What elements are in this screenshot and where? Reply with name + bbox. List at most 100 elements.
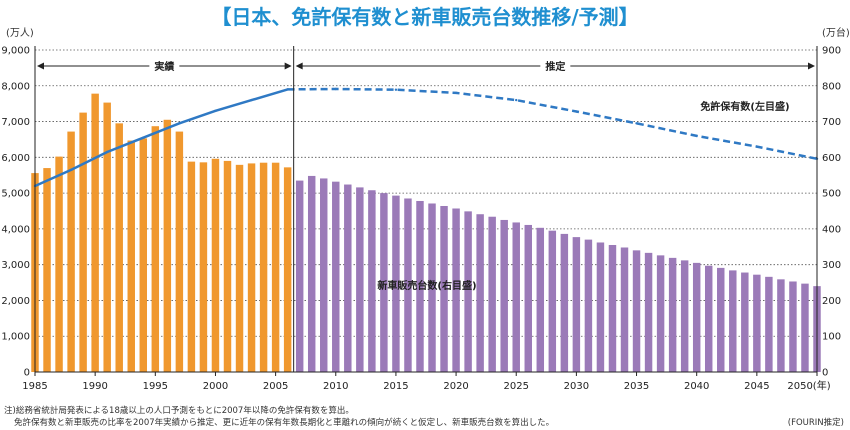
licenses-point xyxy=(286,88,289,91)
forecast-sales-bar xyxy=(404,198,412,372)
actual-sales-bar xyxy=(139,138,148,372)
note-line-1: 注)総務省統計局発表による18歳以上の人口予測をもとに2007年以降の免許保有数… xyxy=(4,405,354,416)
right-y-tick-label: 600 xyxy=(822,153,841,164)
left-y-tick-label: 6,000 xyxy=(1,153,30,164)
left-y-tick-label: 1,000 xyxy=(1,332,30,343)
left-y-tick-label: 5,000 xyxy=(1,189,30,200)
actual-sales-bar xyxy=(79,112,87,372)
forecast-sales-bar xyxy=(500,219,508,372)
actual-sales-bar xyxy=(211,158,220,372)
forecast-sales-bar xyxy=(380,193,388,372)
forecast-sales-bar xyxy=(765,276,773,372)
actual-sales-bar xyxy=(127,140,135,372)
forecast-sales-bar xyxy=(704,265,713,372)
forecast-sales-bar xyxy=(644,252,653,372)
forecast-sales-bar xyxy=(344,184,352,372)
actual-sales-bar xyxy=(187,161,196,372)
licenses-point xyxy=(454,91,458,95)
line-series xyxy=(33,87,819,188)
forecast-sales-bar xyxy=(717,267,725,372)
forecast-sales-bar xyxy=(476,214,484,372)
forecast-sales-bar xyxy=(692,262,701,372)
licenses-point xyxy=(515,98,518,102)
right-y-tick-label: 200 xyxy=(822,296,841,307)
forecast-sales-bar xyxy=(320,178,328,372)
right-y-ticks: 0 100 200 300 400 500 600 700 800 900 xyxy=(822,46,841,379)
licenses-point xyxy=(250,98,253,102)
left-y-tick-label: 2,000 xyxy=(1,296,30,307)
actual-sales-bar xyxy=(151,126,160,372)
series-label-sales: 新車販売台数(右目盛) xyxy=(377,279,476,292)
x-tick-label: 2000 xyxy=(203,381,228,392)
x-tick-label: 2025 xyxy=(504,381,529,392)
x-tick-label: 2015 xyxy=(383,381,408,392)
segment-label-actual: 実績 xyxy=(154,60,174,73)
forecast-sales-bar xyxy=(368,190,376,372)
x-tick-label: 2005 xyxy=(263,381,288,392)
forecast-sales-bar xyxy=(680,260,689,372)
actual-sales-bar xyxy=(247,163,256,372)
forecast-sales-bar xyxy=(668,257,677,372)
right-axis-unit: (万台) xyxy=(822,26,850,39)
x-tick-label: 2035 xyxy=(624,381,649,392)
left-y-ticks: 0 1,000 2,000 3,000 4,000 5,000 6,000 7,000 8,00… xyxy=(1,46,30,379)
forecast-sales-bar xyxy=(789,281,797,372)
right-y-tick-label: 900 xyxy=(822,46,841,57)
forecast-sales-bar xyxy=(548,230,557,372)
actual-sales-bar xyxy=(55,156,63,372)
forecast-sales-bar xyxy=(392,195,400,372)
licenses-point xyxy=(695,134,698,138)
forecast-sales-bar xyxy=(596,242,605,372)
actual-sales-bar xyxy=(199,162,208,372)
forecast-sales-bar xyxy=(777,279,785,372)
forecast-sales-bar xyxy=(332,181,340,372)
forecast-sales-bar xyxy=(512,222,520,372)
forecast-sales-bar xyxy=(428,203,436,372)
segment-arrow-actual-arrowhead-left xyxy=(37,62,44,70)
forecast-sales-bar xyxy=(416,200,424,372)
segment-label-estimate: 推定 xyxy=(545,60,565,73)
segment-arrow-actual-arrowhead-right xyxy=(284,62,292,70)
actual-sales-bar xyxy=(283,167,292,372)
actual-sales-bar xyxy=(43,168,51,372)
forecast-sales-bar xyxy=(608,244,617,372)
licenses-line-actual xyxy=(34,88,288,188)
segment-arrow-estimate-arrowhead-right xyxy=(808,62,815,70)
actual-sales-bar xyxy=(223,160,232,372)
left-axis-unit: (万人) xyxy=(6,27,34,39)
actual-sales-bar xyxy=(115,123,123,372)
forecast-sales-bar xyxy=(440,205,448,372)
x-ticks: 1985 1990 1995 2000 2005 2010 2015 2020 2025 2030… xyxy=(22,372,831,392)
left-y-tick-label: 8,000 xyxy=(1,81,30,92)
forecast-sales-bar xyxy=(536,227,545,372)
licenses-point xyxy=(178,122,181,125)
forecast-sales-bar xyxy=(741,272,749,372)
forecast-sales-bar xyxy=(584,239,593,372)
right-y-tick-label: 100 xyxy=(822,332,841,343)
axes xyxy=(34,46,818,373)
licenses-line-forecast xyxy=(287,87,818,161)
licenses-point xyxy=(635,122,638,125)
forecast-sales-bar xyxy=(524,224,532,372)
forecast-sales-bar xyxy=(753,274,761,372)
bar-series xyxy=(31,93,821,373)
actual-sales-bar xyxy=(259,162,268,372)
x-tick-label: 2040 xyxy=(684,381,709,392)
licenses-point xyxy=(575,110,578,113)
forecast-sales-bar xyxy=(572,237,581,372)
x-tick-label: 2020 xyxy=(443,381,468,392)
right-y-tick-label: 800 xyxy=(822,81,841,92)
seg-estimate-background xyxy=(540,60,571,73)
licenses-point xyxy=(69,168,73,172)
forecast-sales-bar xyxy=(560,233,569,372)
forecast-sales-bar xyxy=(801,283,809,372)
forecast-sales-bar xyxy=(295,180,304,372)
actual-sales-bar xyxy=(271,162,280,372)
licenses-point xyxy=(755,145,759,148)
forecast-sales-bar xyxy=(356,187,364,372)
left-y-tick-label: 0 xyxy=(24,368,30,379)
licenses-point xyxy=(334,87,337,91)
left-y-tick-label: 3,000 xyxy=(1,260,30,271)
right-y-tick-label: 500 xyxy=(822,189,841,200)
